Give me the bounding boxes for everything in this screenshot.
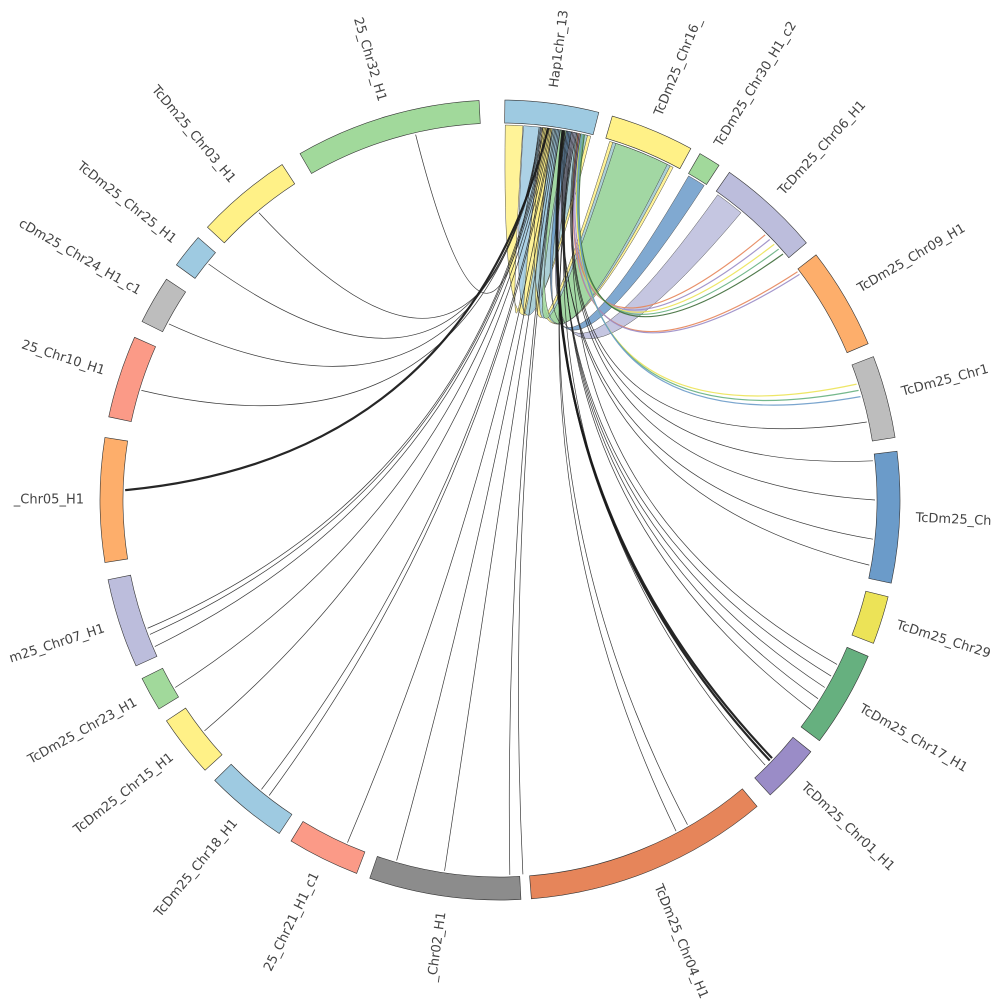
- synteny-link: [444, 129, 558, 871]
- chromosome-label: 25_Chr21_H1_c1: [261, 870, 323, 974]
- chromosome-segment: [868, 450, 901, 584]
- chromosome-label: TcDm25_Chr06_H1: [775, 98, 869, 199]
- chromosome-label: TcDm25_Chr18_H1: [151, 816, 241, 921]
- chromosome-label: 25_Chr32_H1: [350, 16, 389, 103]
- synteny-link: [570, 132, 876, 501]
- chromosome-label: m25_Chr07_H1: [7, 621, 106, 666]
- chromosome-label: TcDm25_Chr15_H1: [70, 750, 176, 838]
- synteny-ribbon: [555, 131, 742, 339]
- chromosome-segment: [504, 99, 600, 136]
- chromosome-segment: [851, 590, 889, 644]
- chromosome-segment: [688, 153, 720, 185]
- chromosome-segment: [214, 763, 293, 834]
- synteny-link: [149, 127, 548, 635]
- synteny-link: [268, 128, 554, 796]
- synteny-link: [396, 129, 557, 861]
- chromosome-label: TcDm25_Chr30_H1_c2: [711, 19, 800, 151]
- chromosome-segment: [715, 171, 807, 259]
- synteny-link: [125, 127, 550, 492]
- chromosome-label: TcDm25_Chr1: [899, 362, 990, 400]
- chromosome-label: TcDm25_Chr16_: [651, 16, 705, 120]
- chromosome-label: TcDm25_Chr23_H1: [25, 695, 140, 768]
- segments-layer: [99, 99, 901, 901]
- synteny-link: [573, 133, 800, 334]
- chromosome-segment: [99, 437, 128, 563]
- synteny-link: [347, 128, 556, 843]
- chromosome-segment: [369, 856, 522, 901]
- chromosome-segment: [754, 736, 812, 796]
- chromosome-label: TcDm25_Chr01_H1: [797, 779, 897, 874]
- synteny-link: [141, 127, 545, 407]
- chromosome-label: _Chr05_H1: [13, 493, 84, 508]
- synteny-link: [175, 128, 550, 688]
- chromosome-label: TcDm25_Chr04_H1: [650, 881, 711, 1000]
- chromosome-segment: [797, 254, 869, 354]
- chromosome-segment: [141, 278, 187, 333]
- synteny-link: [415, 127, 540, 294]
- synteny-link: [571, 133, 873, 462]
- chromosome-label: _Chr02_H1: [425, 911, 450, 984]
- synteny-link: [261, 128, 553, 790]
- chromosome-label: TcDm25_Chr09_H1: [854, 221, 968, 296]
- synteny-link: [154, 128, 549, 647]
- chromosome-label: TcDm25_Chr17_H1: [856, 701, 970, 776]
- chromosome-segment: [605, 115, 692, 170]
- chromosome-segment: [175, 237, 216, 279]
- synteny-link: [204, 128, 552, 732]
- synteny-link: [577, 133, 861, 406]
- synteny-link: [147, 127, 547, 629]
- chromosome-label: TcDm25_Ch: [914, 511, 992, 529]
- chromosome-label: TcDm25_Chr29: [894, 618, 993, 662]
- chromosome-label: 25_Chr10_H1: [19, 337, 106, 378]
- chromosome-segment: [290, 821, 366, 874]
- chromosome-label: TcDm25_Chr25_H1: [73, 158, 179, 247]
- synteny-link: [518, 129, 561, 875]
- chromosome-segment: [299, 100, 481, 174]
- chromosome-label: TcDm25_Chr03_H1: [148, 82, 239, 186]
- chromosome-label: Hap1chr_13: [547, 9, 572, 88]
- chromosome-segment: [107, 574, 158, 667]
- chromosome-label: cDm25_Chr24_H1_c1: [16, 216, 143, 298]
- chromosome-segment: [800, 646, 869, 742]
- synteny-link: [558, 132, 688, 825]
- chromosome-segment: [166, 707, 223, 771]
- chromosome-segment: [207, 164, 296, 244]
- synteny-link: [578, 134, 784, 318]
- chromosome-segment: [141, 667, 179, 710]
- synteny-link: [556, 130, 771, 762]
- links-layer: [125, 124, 876, 875]
- chromosome-segment: [108, 336, 156, 422]
- chromosome-segment: [851, 356, 896, 442]
- synteny-link: [564, 131, 812, 710]
- chromosome-segment: [529, 788, 758, 900]
- synteny-link: [571, 133, 838, 665]
- synteny-link: [558, 132, 677, 832]
- synteny-link: [508, 129, 560, 875]
